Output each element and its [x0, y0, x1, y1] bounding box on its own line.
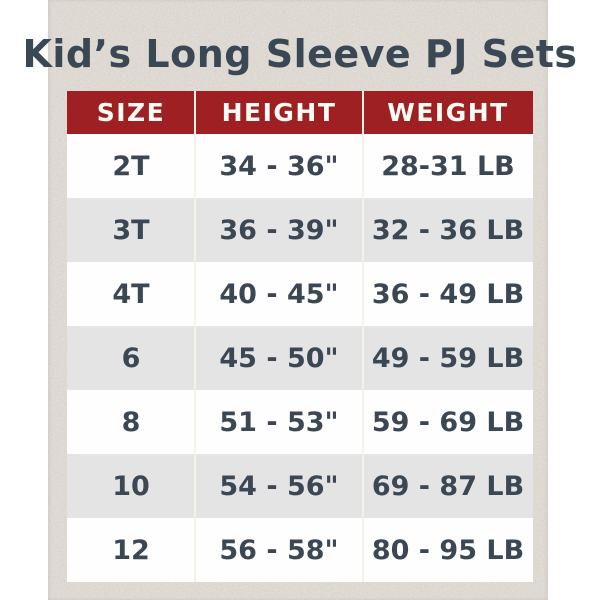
table-row: 3T 36 - 39" 32 - 36 LB: [67, 198, 533, 262]
table-row: 12 56 - 58" 80 - 95 LB: [67, 518, 533, 582]
table-row: 2T 34 - 36" 28-31 LB: [67, 134, 533, 198]
weight-cell: 49 - 59 LB: [371, 342, 525, 374]
size-chart-table: SIZE HEIGHT WEIGHT 2T 34 - 36" 28-31 LB 3T 3…: [67, 91, 533, 582]
size-cell: 8: [121, 406, 141, 438]
size-cell: 10: [112, 470, 150, 502]
size-cell: 12: [112, 534, 150, 566]
table-header-row: SIZE HEIGHT WEIGHT: [67, 91, 533, 134]
height-cell: 45 - 50": [219, 342, 339, 374]
weight-cell: 28-31 LB: [381, 150, 515, 182]
column-header-size: SIZE: [96, 98, 166, 127]
height-cell: 40 - 45": [219, 278, 339, 310]
size-cell: 2T: [112, 150, 150, 182]
height-cell: 51 - 53": [219, 406, 339, 438]
weight-cell: 36 - 49 LB: [371, 278, 525, 310]
size-cell: 6: [121, 342, 141, 374]
height-cell: 34 - 36": [219, 150, 339, 182]
size-cell: 4T: [112, 278, 150, 310]
size-cell: 3T: [112, 214, 150, 246]
weight-cell: 69 - 87 LB: [371, 470, 525, 502]
height-cell: 36 - 39": [219, 214, 339, 246]
page-title: Kid’s Long Sleeve PJ Sets: [22, 32, 578, 76]
weight-cell: 80 - 95 LB: [371, 534, 525, 566]
column-divider: [362, 91, 364, 582]
table-row: 8 51 - 53" 59 - 69 LB: [67, 390, 533, 454]
column-divider: [194, 91, 196, 582]
weight-cell: 59 - 69 LB: [371, 406, 525, 438]
table-row: 10 54 - 56" 69 - 87 LB: [67, 454, 533, 518]
table-row: 6 45 - 50" 49 - 59 LB: [67, 326, 533, 390]
table-body: 2T 34 - 36" 28-31 LB 3T 36 - 39" 32 - 36 LB 4T…: [67, 134, 533, 582]
column-header-height: HEIGHT: [221, 98, 337, 127]
weight-cell: 32 - 36 LB: [371, 214, 525, 246]
height-cell: 54 - 56": [219, 470, 339, 502]
column-header-weight: WEIGHT: [387, 98, 509, 127]
table-row: 4T 40 - 45" 36 - 49 LB: [67, 262, 533, 326]
height-cell: 56 - 58": [219, 534, 339, 566]
